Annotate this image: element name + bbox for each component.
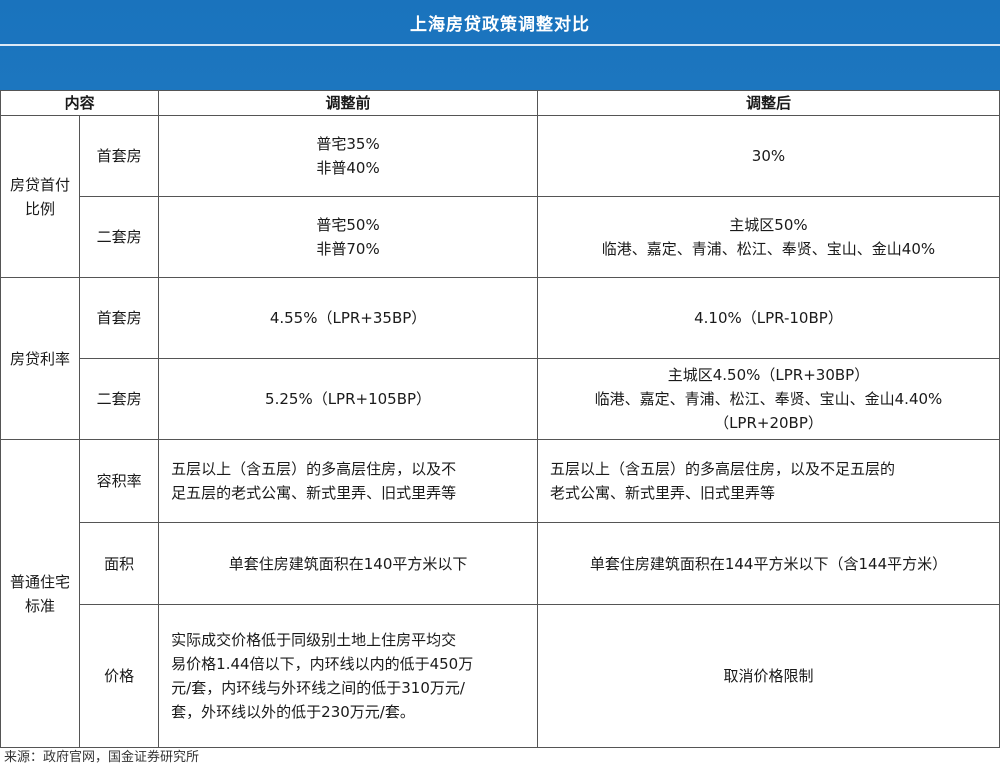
after-cell: 30% [536, 115, 1000, 197]
before-cell: 4.55%（LPR+35BP） [158, 277, 538, 359]
cell-line: 五层以上（含五层）的多高层住房，以及不足五层的 [549, 460, 895, 478]
header-content: 内容 [0, 90, 160, 116]
cell-line: 单套住房建筑面积在144平方米以下（含144平方米） [589, 554, 948, 573]
subcategory-cell: 价格 [79, 604, 160, 748]
cell-line: 非普70% [316, 240, 380, 258]
cell-line: 临港、嘉定、青浦、松江、奉贤、宝山、金山4.40% [594, 390, 943, 408]
table-header-row: 内容 调整前 调整后 [0, 90, 1000, 116]
before-cell: 普宅50% 非普70% [158, 196, 538, 278]
table-row: 价格 实际成交价格低于同级别土地上住房平均交 易价格1.44倍以下，内环线以内的低于… [1, 604, 1000, 748]
page-title: 上海房贷政策调整对比 [410, 15, 590, 35]
table-row: 房贷利率 首套房 4.55%（LPR+35BP） 4.10%（LPR-10BP） [0, 277, 1000, 440]
before-cell: 五层以上（含五层）的多高层住房，以及不 足五层的老式公寓、新式里弄、旧式里弄等 [158, 439, 538, 523]
before-cell: 5.25%（LPR+105BP） [158, 358, 538, 440]
after-cell: 单套住房建筑面积在144平方米以下（含144平方米） [536, 522, 1000, 605]
cell-line: 易价格1.44倍以下，内环线以内的低于450万 [171, 655, 474, 673]
cell-line: 足五层的老式公寓、新式里弄、旧式里弄等 [171, 484, 457, 502]
subcategory-cell: 二套房 [79, 196, 160, 278]
after-cell: 取消价格限制 [536, 604, 1000, 748]
cell-line: 五层以上（含五层）的多高层住房，以及不 [171, 460, 457, 478]
banner-divider [0, 44, 1000, 46]
cell-line: 主城区4.50%（LPR+30BP） [667, 366, 870, 384]
after-cell: 五层以上（含五层）的多高层住房，以及不足五层的 老式公寓、新式里弄、旧式里弄等 [536, 439, 1000, 523]
table-body: 房贷首付 比例 首套房 普宅35% 非普40% 30% 二套房 普宅50% 非普70% 主城区50… [0, 115, 1000, 748]
subcategory-cell: 容积率 [79, 439, 160, 523]
policy-comparison-table: 内容 调整前 调整后 房贷首付 比例 首套房 普宅35% 非普40% 30% 二套房 普宅50… [0, 90, 1000, 748]
cell-line: 非普40% [316, 159, 380, 177]
source-note: 来源：政府官网，国金证券研究所 [4, 750, 200, 765]
table-row: 二套房 普宅50% 非普70% 主城区50% 临港、嘉定、青浦、松江、奉贤、宝山、金山4… [1, 196, 1000, 278]
subcategory-cell: 首套房 [79, 277, 160, 359]
header-before: 调整前 [158, 90, 538, 116]
title-banner: 上海房贷政策调整对比 [0, 0, 1000, 90]
table-row: 二套房 5.25%（LPR+105BP） 主城区4.50%（LPR+30BP） 临港、… [1, 358, 1000, 440]
cell-line: 普宅50% [316, 216, 380, 234]
table-row: 房贷首付 比例 首套房 普宅35% 非普40% 30% [0, 115, 1000, 278]
subcategory-cell: 二套房 [79, 358, 160, 440]
before-cell: 单套住房建筑面积在140平方米以下 [158, 522, 538, 605]
cell-line: 4.10%（LPR-10BP） [694, 309, 843, 327]
category-cell: 房贷利率 [0, 277, 81, 440]
before-cell: 实际成交价格低于同级别土地上住房平均交 易价格1.44倍以下，内环线以内的低于45… [158, 604, 538, 748]
table-row: 普通住宅 标准 容积率 五层以上（含五层）的多高层住房，以及不 足五层的老式公寓、新式里… [0, 439, 1000, 748]
before-cell: 普宅35% 非普40% [158, 115, 538, 197]
subcategory-cell: 首套房 [79, 115, 160, 197]
cell-line: 5.25%（LPR+105BP） [265, 390, 432, 408]
cell-line: 元/套，内环线与外环线之间的低于310万元/ [171, 679, 465, 697]
cell-line: 取消价格限制 [723, 667, 814, 685]
subcategory-cell: 面积 [79, 522, 160, 605]
cell-line: 老式公寓、新式里弄、旧式里弄等 [549, 484, 775, 502]
after-cell: 主城区4.50%（LPR+30BP） 临港、嘉定、青浦、松江、奉贤、宝山、金山4.… [536, 358, 1000, 440]
header-after: 调整后 [536, 90, 1000, 116]
cell-line: 单套住房建筑面积在140平方米以下 [228, 554, 468, 573]
cell-line: 普宅35% [316, 135, 380, 153]
cell-line: 实际成交价格低于同级别土地上住房平均交 [171, 631, 457, 649]
cell-line: （LPR+20BP） [714, 414, 823, 432]
cell-line: 30% [751, 147, 786, 165]
cell-line: 4.55%（LPR+35BP） [269, 309, 427, 327]
category-cell: 普通住宅 标准 [0, 439, 81, 748]
cell-line: 临港、嘉定、青浦、松江、奉贤、宝山、金山40% [601, 240, 936, 258]
cell-line: 套，外环线以外的低于230万元/套。 [171, 703, 415, 721]
after-cell: 4.10%（LPR-10BP） [536, 277, 1000, 359]
category-cell: 房贷首付 比例 [0, 115, 81, 278]
cell-line: 主城区50% [729, 216, 808, 234]
after-cell: 主城区50% 临港、嘉定、青浦、松江、奉贤、宝山、金山40% [536, 196, 1000, 278]
table-row: 面积 单套住房建筑面积在140平方米以下 单套住房建筑面积在144平方米以下（含14… [1, 522, 1000, 605]
